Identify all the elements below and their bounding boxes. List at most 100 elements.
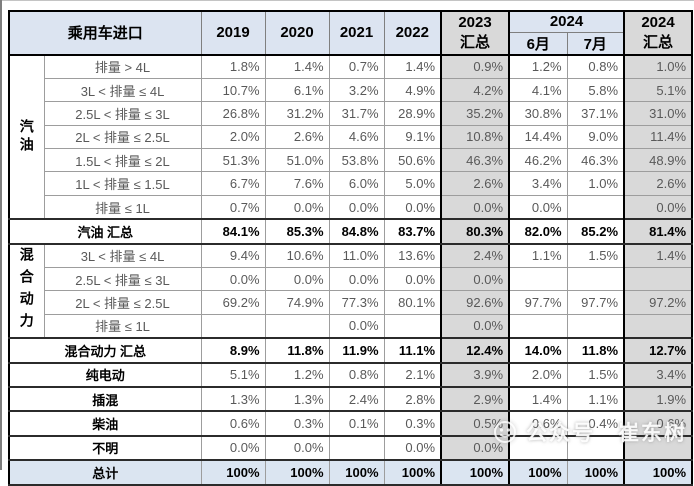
value-cell: 1.5% (566, 243, 625, 269)
value-cell: 0.0% (383, 194, 442, 220)
row-label: 3L < 排量 ≤ 4L (43, 243, 202, 269)
value-cell: 0.0% (328, 194, 385, 220)
value-cell: 6.7% (200, 171, 266, 196)
value-cell: 11.9% (328, 337, 385, 364)
value-cell: 3.4% (508, 171, 568, 196)
value-cell: 48.9% (623, 148, 693, 173)
value-cell: 11.0% (328, 243, 385, 269)
value-cell: 0.5% (440, 410, 510, 437)
value-cell: 97.2% (623, 290, 693, 315)
table-row: 排量 ≤ 1L 0.0% 0.0% (9, 313, 693, 339)
row-label: 纯电动 (8, 361, 202, 388)
value-cell: 3.9% (440, 361, 510, 388)
value-cell: 6.1% (264, 77, 330, 103)
col-header-2024-total-year: 2024 (641, 13, 675, 31)
table-row: 汽油 排量 > 4L 1.8% 1.4% 0.7% 1.4% 0.9% 1.2% 0.8% 1.0… (8, 54, 693, 220)
value-cell (508, 267, 568, 292)
value-cell: 0.4% (566, 410, 625, 437)
value-cell: 84.8% (328, 218, 385, 245)
col-header-2021: 2021 (328, 10, 385, 56)
col-header-july: 7月 (566, 31, 625, 56)
value-cell: 7.6% (264, 171, 330, 196)
value-cell: 83.7% (383, 218, 442, 245)
value-cell: 1.0% (566, 171, 625, 196)
value-cell: 81.4% (623, 218, 693, 245)
value-cell: 0.8% (328, 361, 385, 388)
value-cell: 9.4% (200, 243, 266, 269)
value-cell (566, 313, 625, 339)
table-row: 不明 0.0% 0.0% 0.0% 0.0% (8, 434, 693, 462)
table-row: 2.5L < 排量 ≤ 3L 26.8% 31.2% 31.7% 28.9% 35.2% 3… (9, 101, 693, 126)
table-row: 插混 1.3% 1.3% 2.4% 2.8% 2.9% 1.4% 1.1% 1.9% (8, 385, 693, 413)
value-cell: 35.2% (440, 101, 510, 126)
row-label: 1L < 排量 ≤ 1.5L (43, 171, 202, 196)
value-cell: 0.0% (200, 434, 266, 462)
value-cell (623, 313, 693, 339)
value-cell: 74.9% (264, 290, 330, 315)
value-cell (508, 434, 568, 462)
value-cell: 100% (383, 459, 442, 486)
value-cell: 0.0% (623, 194, 693, 220)
value-cell: 84.1% (200, 218, 266, 245)
row-label: 3L < 排量 ≤ 4L (43, 77, 202, 103)
value-cell: 1.1% (508, 243, 568, 269)
row-label: 2L < 排量 ≤ 2.5L (43, 290, 202, 315)
value-cell: 30.8% (508, 101, 568, 126)
value-cell: 46.3% (566, 148, 625, 173)
value-cell: 100% (566, 459, 625, 486)
value-cell: 11.8% (566, 337, 625, 364)
table-row: 排量 ≤ 1L 0.7% 0.0% 0.0% 0.0% 0.0% 0.0% 0.0% (9, 194, 693, 220)
value-cell: 1.3% (200, 385, 266, 413)
row-label: 2.5L < 排量 ≤ 3L (43, 101, 202, 126)
table-row: 纯电动 5.1% 1.2% 0.8% 2.1% 3.9% 2.0% 1.5% 3.4% (8, 361, 693, 388)
value-cell: 10.6% (264, 243, 330, 269)
col-header-2023-total-label: 汇总 (460, 33, 491, 51)
value-cell: 0.0% (383, 267, 442, 292)
table-row: 汽油 汇总 84.1% 85.3% 84.8% 83.7% 80.3% 82.0% 85.2%… (8, 218, 693, 245)
value-cell: 2.0% (508, 361, 568, 388)
value-cell: 10.7% (200, 77, 266, 103)
table-row: 3L < 排量 ≤ 4L 10.7% 6.1% 3.2% 4.9% 4.2% 4.1% 5.8… (9, 77, 693, 103)
value-cell: 9.1% (383, 124, 442, 150)
value-cell: 69.2% (200, 290, 266, 315)
value-cell: 0.0% (264, 434, 330, 462)
col-header-2023-total-year: 2023 (458, 13, 492, 31)
value-cell: 5.8% (566, 77, 625, 103)
value-cell: 80.1% (383, 290, 442, 315)
value-cell: 11.4% (623, 124, 693, 150)
group-label: 汽油 (8, 54, 45, 220)
value-cell: 0.0% (328, 313, 385, 339)
value-cell: 0.3% (264, 410, 330, 437)
value-cell: 0.0% (508, 194, 568, 220)
value-cell: 31.7% (328, 101, 385, 126)
value-cell: 51.0% (264, 148, 330, 173)
value-cell: 85.2% (566, 218, 625, 245)
value-cell: 0.0% (383, 434, 442, 462)
value-cell: 0.0% (264, 194, 330, 220)
value-cell: 0.6% (200, 410, 266, 437)
value-cell: 11.8% (264, 337, 330, 364)
value-cell: 0.3% (383, 410, 442, 437)
value-cell: 1.4% (508, 385, 568, 413)
value-cell: 0.0% (440, 434, 510, 462)
value-cell: 0.0% (440, 313, 510, 339)
value-cell: 31.0% (623, 101, 693, 126)
value-cell: 97.7% (566, 290, 625, 315)
value-cell: 1.3% (264, 385, 330, 413)
value-cell: 1.2% (508, 54, 568, 79)
value-cell: 26.8% (200, 101, 266, 126)
value-cell: 1.1% (566, 385, 625, 413)
value-cell: 10.8% (440, 124, 510, 150)
value-cell: 5.1% (200, 361, 266, 388)
value-cell: 1.9% (623, 385, 693, 413)
col-header-2020: 2020 (264, 10, 330, 56)
value-cell: 50.6% (383, 148, 442, 173)
value-cell: 1.0% (623, 54, 693, 79)
value-cell: 92.6% (440, 290, 510, 315)
row-label: 不明 (8, 434, 202, 462)
value-cell: 0.6% (623, 410, 693, 437)
value-cell: 3.2% (328, 77, 385, 103)
value-cell (566, 267, 625, 292)
value-cell: 14.4% (508, 124, 568, 150)
value-cell: 12.4% (440, 337, 510, 364)
